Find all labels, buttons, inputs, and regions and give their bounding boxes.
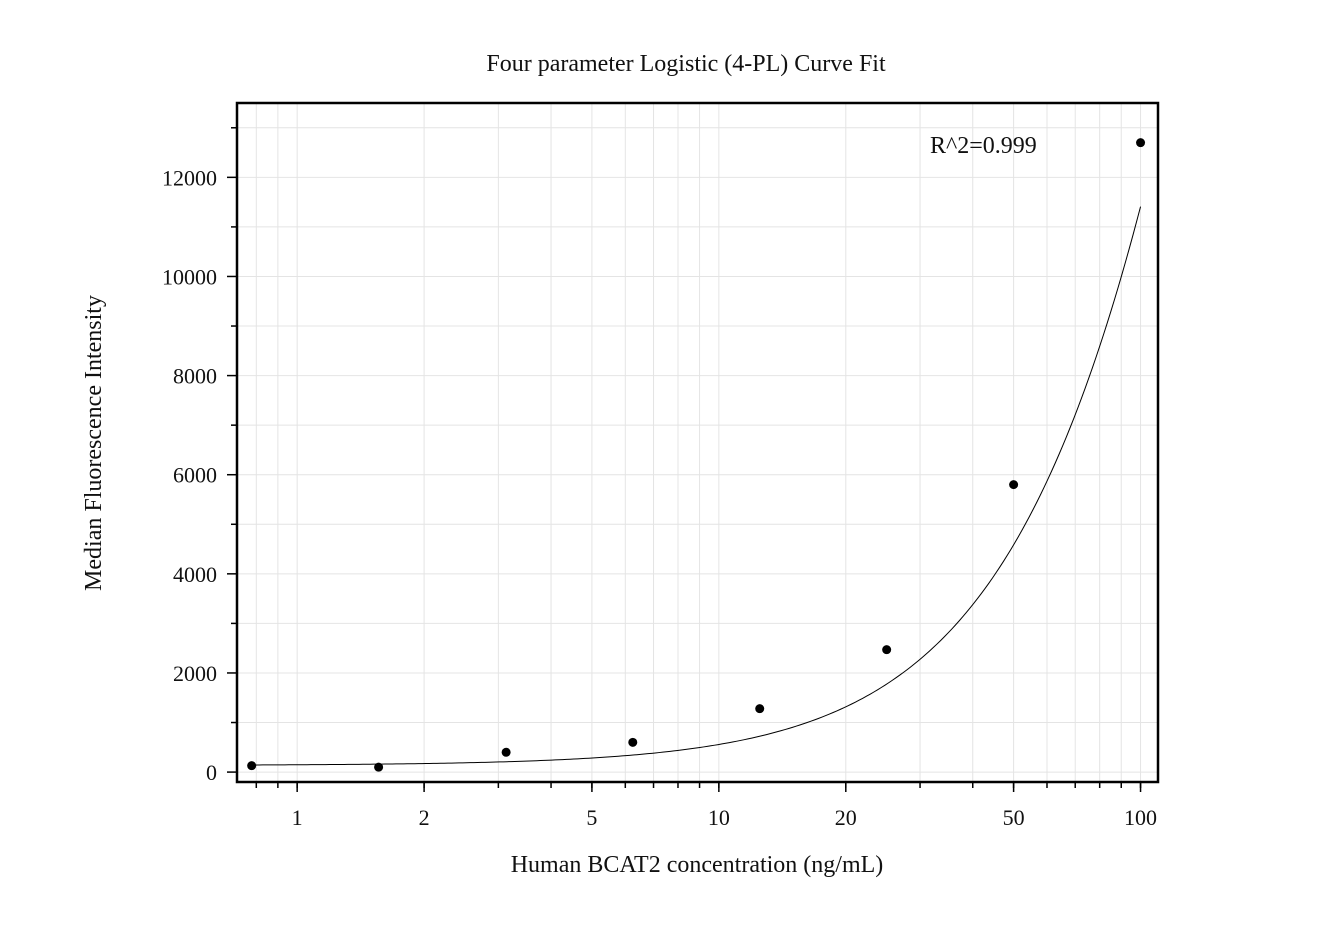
x-tick-label: 2 <box>419 805 430 830</box>
data-point <box>882 645 892 655</box>
y-tick-label: 10000 <box>162 264 217 289</box>
axis-ticks-layer <box>227 127 1142 792</box>
y-tick-label: 8000 <box>173 364 217 389</box>
data-point <box>628 737 638 747</box>
y-axis-label: Median Fluorescence Intensity <box>81 295 107 591</box>
data-points-layer <box>247 138 1146 772</box>
data-point <box>374 762 384 772</box>
data-point <box>247 761 257 771</box>
data-point <box>501 747 511 757</box>
y-tick-label: 6000 <box>173 463 217 488</box>
fit-curve <box>251 206 1142 766</box>
data-point <box>755 704 765 714</box>
x-tick-label: 100 <box>1124 805 1157 830</box>
r-squared-annotation: R^2=0.999 <box>930 133 1037 159</box>
fit-curve-layer <box>251 206 1142 766</box>
plot-frame <box>235 101 1160 784</box>
x-tick-label: 5 <box>586 805 597 830</box>
data-point <box>1009 480 1019 490</box>
x-tick-label: 20 <box>835 805 857 830</box>
x-tick-label: 50 <box>1003 805 1025 830</box>
x-tick-label: 1 <box>292 805 303 830</box>
y-tick-label: 0 <box>206 760 217 785</box>
grid-layer <box>237 103 1158 782</box>
x-axis-label: Human BCAT2 concentration (ng/mL) <box>511 852 884 878</box>
chart-title: Four parameter Logistic (4-PL) Curve Fit <box>486 51 886 77</box>
data-point <box>1136 138 1146 148</box>
y-tick-label: 12000 <box>162 165 217 190</box>
tick-labels-layer: 1 2 5 10 20 50 100 0 2000 4000 6000 8000 10000 12000 <box>162 165 1157 830</box>
x-tick-label: 10 <box>708 805 730 830</box>
y-tick-label: 2000 <box>173 661 217 686</box>
y-tick-label: 4000 <box>173 562 217 587</box>
